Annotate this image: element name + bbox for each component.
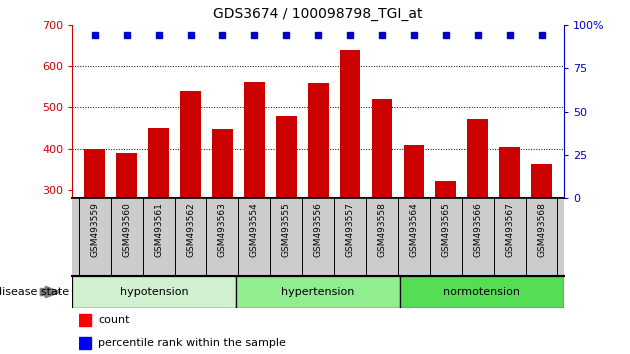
Text: GSM493557: GSM493557 xyxy=(346,202,355,257)
Bar xyxy=(435,181,456,198)
Text: GSM493567: GSM493567 xyxy=(505,202,514,257)
Bar xyxy=(499,147,520,198)
Bar xyxy=(79,314,91,326)
Bar xyxy=(84,149,105,198)
Text: disease state: disease state xyxy=(0,287,69,297)
Bar xyxy=(236,276,400,308)
Bar xyxy=(340,50,360,198)
Text: hypertension: hypertension xyxy=(282,287,355,297)
Text: GSM493560: GSM493560 xyxy=(122,202,131,257)
Bar xyxy=(308,82,328,198)
Bar xyxy=(72,276,236,308)
Title: GDS3674 / 100098798_TGI_at: GDS3674 / 100098798_TGI_at xyxy=(214,7,423,21)
Text: GSM493563: GSM493563 xyxy=(218,202,227,257)
Text: percentile rank within the sample: percentile rank within the sample xyxy=(98,338,286,348)
Text: GSM493559: GSM493559 xyxy=(90,202,100,257)
Bar xyxy=(531,164,552,198)
Bar xyxy=(79,337,91,349)
Text: GSM493554: GSM493554 xyxy=(250,202,259,257)
Bar xyxy=(117,153,137,198)
Text: GSM493565: GSM493565 xyxy=(441,202,450,257)
Text: GSM493561: GSM493561 xyxy=(154,202,163,257)
Bar xyxy=(276,116,297,198)
Bar xyxy=(372,99,392,198)
Bar xyxy=(148,128,169,198)
Text: GSM493556: GSM493556 xyxy=(314,202,323,257)
Text: GSM493562: GSM493562 xyxy=(186,202,195,257)
Text: hypotension: hypotension xyxy=(120,287,188,297)
Text: GSM493558: GSM493558 xyxy=(377,202,386,257)
Text: GSM493568: GSM493568 xyxy=(537,202,546,257)
Bar xyxy=(467,119,488,198)
Text: count: count xyxy=(98,315,130,325)
Text: GSM493555: GSM493555 xyxy=(282,202,290,257)
Bar xyxy=(403,144,424,198)
Text: GSM493564: GSM493564 xyxy=(410,202,418,257)
Bar xyxy=(244,82,265,198)
Text: normotension: normotension xyxy=(444,287,520,297)
Bar xyxy=(180,91,201,198)
Bar xyxy=(400,276,564,308)
FancyArrow shape xyxy=(40,286,60,298)
Bar xyxy=(212,129,233,198)
Text: GSM493566: GSM493566 xyxy=(473,202,482,257)
